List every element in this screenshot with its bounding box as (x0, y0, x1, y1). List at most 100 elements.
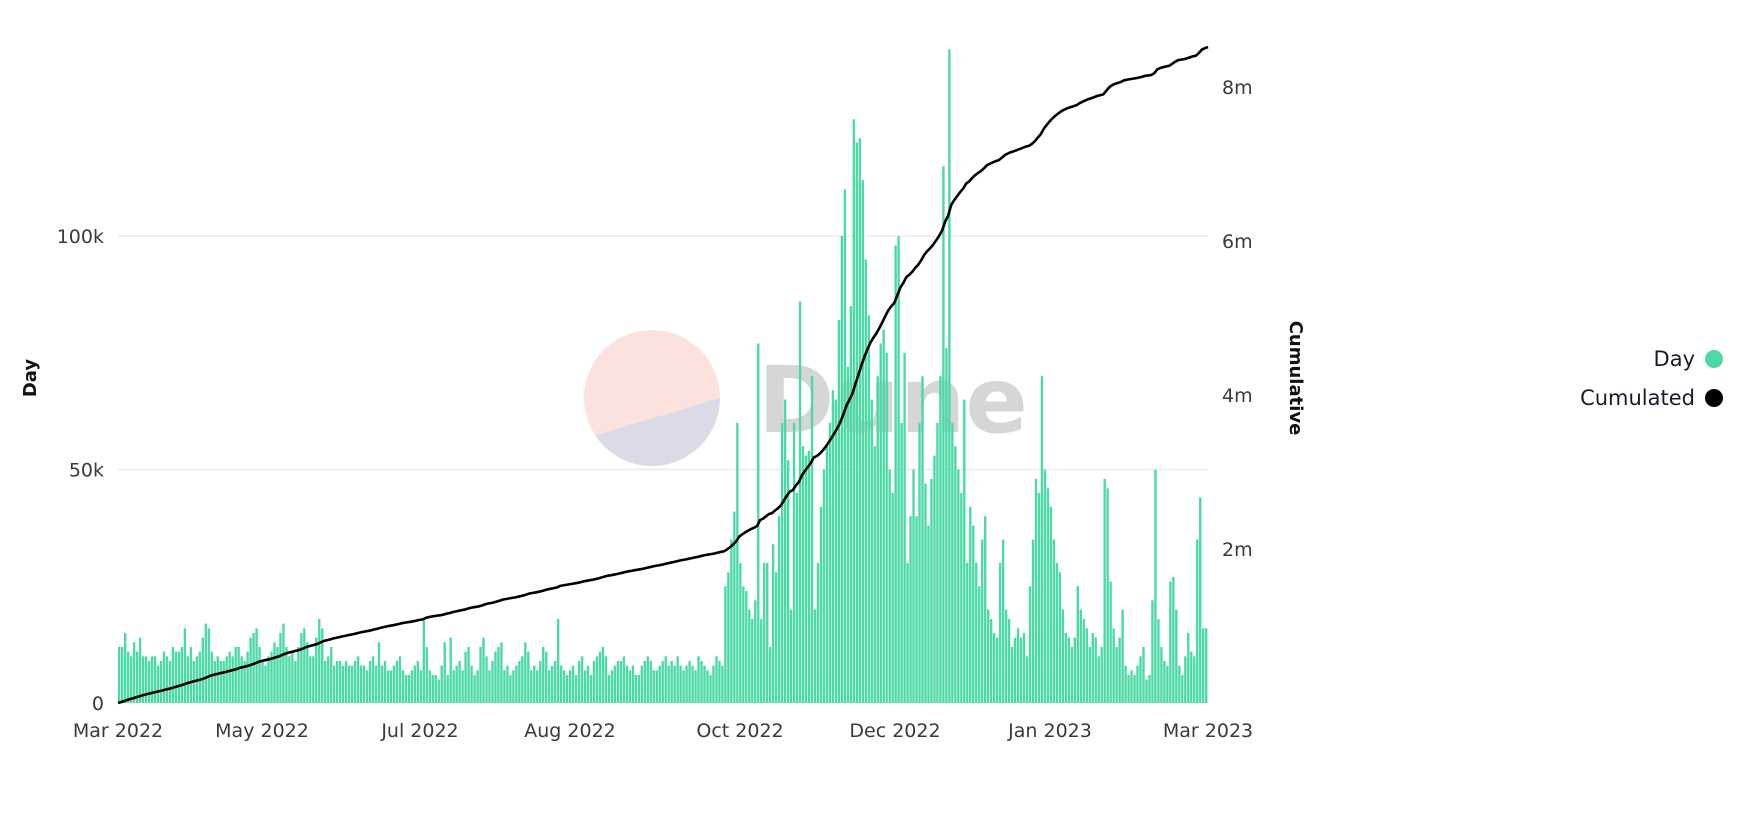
right-axis-title: Cumulative (1285, 321, 1306, 436)
day-bar (1037, 492, 1041, 703)
day-bar (177, 651, 181, 703)
day-bar (1187, 632, 1190, 703)
day-bar (1016, 628, 1020, 703)
day-bar (380, 665, 384, 703)
day-bar (688, 660, 691, 703)
day-bar (213, 660, 216, 703)
legend-item-cumulated[interactable]: Cumulated (1580, 386, 1723, 410)
day-bar (500, 642, 503, 703)
day-bar (291, 651, 294, 703)
day-bar (1010, 646, 1014, 703)
day-bar (189, 646, 193, 703)
day-bar (583, 670, 587, 703)
x-tick-label: Aug 2022 (524, 720, 616, 742)
day-bar (879, 343, 882, 703)
day-bar (1061, 609, 1065, 703)
day-bar (748, 609, 751, 703)
day-bar (530, 670, 533, 703)
day-bar (356, 656, 360, 703)
x-tick-label: Dec 2022 (849, 720, 940, 742)
day-bar (270, 651, 273, 703)
day-bar (903, 352, 906, 703)
left-tick-label: 100k (57, 226, 104, 248)
day-bar (939, 376, 942, 703)
day-bar (452, 670, 455, 703)
day-bar (267, 656, 270, 703)
day-bar (843, 189, 847, 703)
day-bar (885, 352, 888, 703)
day-bar (249, 637, 252, 703)
day-bar (303, 628, 306, 703)
day-bar (709, 674, 712, 703)
left-tick-label: 0 (92, 693, 104, 715)
day-bar (924, 483, 927, 703)
day-bar (324, 660, 327, 703)
dune-watermark-text: Dune (758, 347, 1028, 454)
day-bar (407, 674, 411, 703)
day-bar (548, 670, 551, 703)
x-tick-label: Mar 2023 (1163, 720, 1253, 742)
day-bar (318, 618, 321, 703)
day-bar (992, 632, 996, 703)
day-bar (586, 665, 590, 703)
day-bar (392, 665, 396, 703)
day-bar (1196, 539, 1199, 703)
day-bar (347, 665, 351, 703)
day-bar (661, 660, 664, 703)
day-bar (156, 665, 160, 703)
day-bar (336, 660, 339, 703)
day-bar (536, 670, 539, 703)
day-bar (225, 656, 228, 703)
day-bar (736, 422, 739, 703)
x-tick-label: Jan 2023 (1007, 720, 1092, 742)
day-bar (410, 670, 414, 703)
day-bar (834, 399, 838, 703)
legend-item-day[interactable]: Day (1654, 347, 1723, 371)
day-bar (132, 642, 136, 703)
day-bar (1091, 632, 1094, 703)
day-bar (479, 646, 482, 703)
day-bar (592, 660, 596, 703)
day-bar (297, 646, 300, 703)
day-bar (786, 460, 790, 703)
day-bar (789, 609, 793, 703)
day-bar (288, 656, 291, 703)
day-bar (497, 646, 500, 703)
day-bar (521, 656, 524, 703)
day-bar (509, 674, 512, 703)
day-bar (129, 656, 133, 703)
day-bar (613, 665, 617, 703)
left-axis-ticks: 0 50k 100k (57, 226, 104, 715)
day-bar (141, 656, 145, 703)
day-bar (897, 236, 900, 704)
day-bar (1184, 656, 1187, 703)
day-bar (918, 422, 921, 703)
day-bar (673, 665, 676, 703)
x-axis-ticks: Mar 2022 May 2022 Jul 2022 Aug 2022 Oct 2022… (73, 720, 1253, 742)
day-bar (201, 637, 205, 703)
day-bar (1145, 679, 1148, 703)
day-bar (153, 656, 157, 703)
day-bar (649, 660, 652, 703)
day-bar (1025, 656, 1029, 703)
day-bar (640, 665, 643, 703)
day-bar (467, 646, 470, 703)
day-bar (739, 562, 742, 703)
day-bar (658, 665, 661, 703)
day-bar (440, 665, 443, 703)
day-bar (443, 642, 446, 703)
day-bar (273, 642, 276, 703)
day-bar (691, 665, 694, 703)
day-bar (571, 665, 575, 703)
day-bar (562, 670, 566, 703)
day-bar (123, 632, 127, 703)
day-bar (518, 660, 521, 703)
day-bar (1181, 674, 1184, 703)
day-bar (682, 670, 685, 703)
day-bar (619, 660, 623, 703)
day-bar (643, 660, 646, 703)
day-bar (416, 660, 420, 703)
day-bar (616, 660, 620, 703)
day-bar (718, 660, 721, 703)
day-bar (449, 637, 452, 703)
